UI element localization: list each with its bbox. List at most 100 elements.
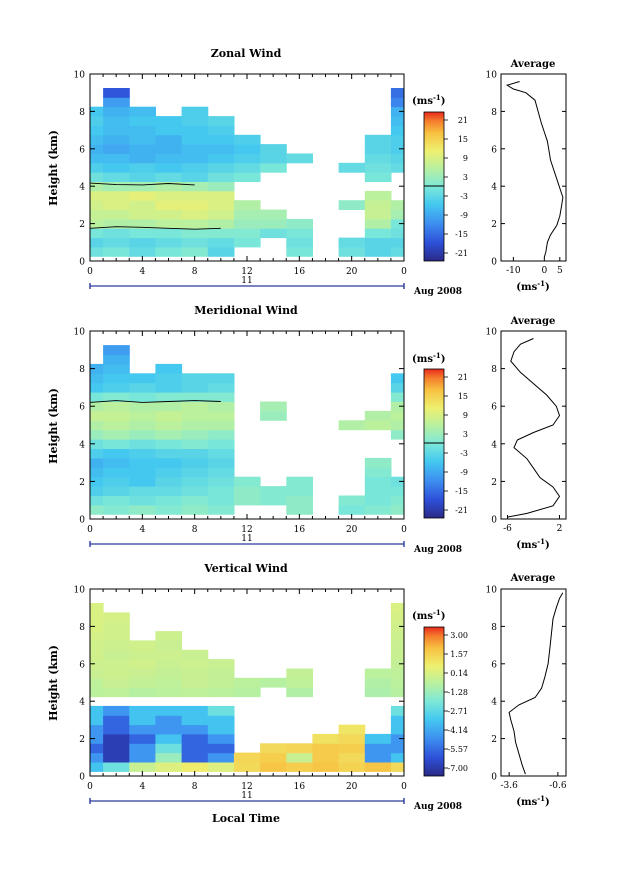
heatmap-cell (103, 354, 130, 365)
heatmap-cell (233, 162, 261, 173)
date-tick-label: 11 (241, 791, 252, 801)
profile-x-tick-label: 0 (541, 266, 547, 276)
heatmap-cell (129, 677, 156, 688)
heatmap-cell (390, 705, 405, 716)
heatmap-cell (390, 88, 405, 98)
profile-frame (500, 588, 567, 777)
profile-y-tick-label: 4 (491, 183, 497, 193)
heatmap-cell (103, 743, 130, 754)
heatmap-cell (90, 228, 104, 239)
profile-y-tick-label: 4 (491, 698, 497, 708)
heatmap-cell (390, 106, 405, 117)
heatmap-cell (260, 209, 287, 220)
heatmap-cell (155, 705, 183, 716)
x-axis-label: Local Time (212, 812, 280, 825)
heatmap-cell (364, 153, 392, 164)
heatmap-cell (181, 467, 209, 478)
heatmap-cell (90, 743, 104, 754)
colorbar-tick-label: -15 (455, 230, 468, 239)
y-tick-label: 0 (79, 258, 85, 268)
heatmap-cell (129, 401, 156, 412)
heatmap-cell (129, 162, 156, 173)
heatmap-cell (207, 752, 235, 763)
heatmap-cell (390, 410, 405, 421)
heatmap-cell (207, 200, 235, 210)
heatmap-cell (181, 762, 209, 772)
heatmap-cell (233, 495, 261, 506)
time-marker: 11 (89, 791, 405, 804)
y-axis-label: Height (km) (47, 388, 60, 464)
heatmap-cell (181, 677, 209, 688)
heatmap-cell (103, 439, 130, 449)
heatmap-cell (364, 134, 392, 145)
x-tick-label: 0 (401, 782, 407, 792)
profile-y-tick-label: 6 (491, 660, 497, 670)
heatmap-cell (364, 209, 392, 220)
y-tick-label: 4 (79, 698, 85, 708)
heatmap-cell (181, 752, 209, 763)
heatmap-cell (90, 603, 104, 613)
heatmap-cell (155, 724, 183, 735)
colorbar-tick-label: -1.28 (447, 688, 468, 697)
panel-title: Zonal Wind (211, 47, 282, 60)
heatmap-cell (207, 153, 235, 164)
heatmap-cell (90, 752, 104, 763)
heatmap-cell (260, 401, 287, 412)
y-tick-label: 8 (79, 108, 85, 118)
profile-x-label: (ms-1) (516, 794, 549, 808)
heatmap-cell (129, 218, 156, 229)
y-ticks: 0 2 4 6 8 10 (74, 586, 404, 783)
panel-title: Meridional Wind (194, 304, 298, 317)
profile-y-ticks: 0 2 4 6 8 10 (486, 71, 566, 268)
heatmap-cell (181, 724, 209, 735)
heatmap-cell (90, 162, 104, 173)
heatmap-cell (155, 476, 183, 487)
colorbar-tick-label: 21 (458, 373, 468, 382)
heatmap-cell (103, 495, 130, 506)
colorbar-tick-label: 3 (463, 430, 468, 439)
colorbar-tick-label: 9 (463, 411, 468, 420)
profile-y-tick-label: 0 (491, 258, 497, 268)
heatmap-cell (103, 668, 130, 679)
heatmap-cell (90, 144, 104, 154)
y-tick-label: 6 (79, 403, 85, 413)
heatmap-cell (207, 467, 235, 478)
x-tick-label: 16 (294, 267, 306, 277)
profile-x-label: (ms-1) (516, 537, 549, 551)
heatmap-cell (90, 116, 104, 126)
heatmap-cell (90, 504, 104, 515)
x-tick-label: 16 (294, 782, 306, 792)
colorbar-ticks: 21 15 9 3 -3 -9 -15 -21 (444, 373, 468, 515)
heatmap-cell (181, 420, 209, 431)
x-tick-label: 4 (139, 525, 145, 535)
heatmap-cell (103, 724, 130, 735)
heatmap-cell (90, 457, 104, 468)
heatmap-cell (181, 116, 209, 126)
x-ticks: 0 4 8 12 16 20 0 (87, 74, 407, 277)
heatmap-cell (155, 420, 183, 431)
heatmap-cell (129, 153, 156, 164)
heatmap-cell (103, 345, 130, 355)
colorbar-tick-label: -21 (455, 249, 468, 258)
x-tick-label: 20 (346, 267, 358, 277)
profile-frame (500, 330, 567, 520)
heatmap-cell (286, 228, 313, 239)
heatmap-cell (181, 715, 209, 726)
heatmap-cell (364, 190, 392, 201)
heatmap-cell (90, 687, 104, 698)
heatmap-cell (103, 733, 130, 744)
heatmap-cell (207, 715, 235, 726)
heatmap-cell (155, 448, 183, 459)
heatmap-cell (90, 373, 104, 384)
heatmap-cell (338, 733, 366, 744)
heatmap-cell (155, 649, 183, 660)
x-tick-label: 20 (346, 782, 358, 792)
y-tick-label: 6 (79, 145, 85, 155)
heatmap-cell (390, 97, 405, 108)
heatmap-cell (181, 200, 209, 210)
heatmap-cell (103, 715, 130, 726)
heatmap-cell (181, 125, 209, 136)
heatmap-cell (312, 733, 340, 744)
y-tick-label: 2 (79, 220, 85, 230)
